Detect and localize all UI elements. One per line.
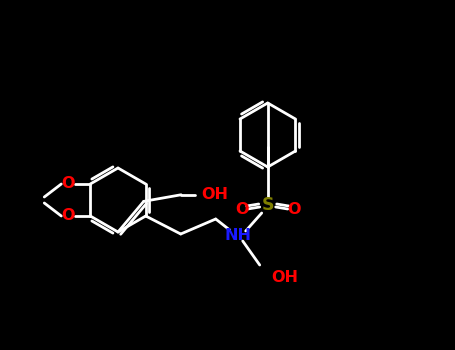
- Text: OH: OH: [272, 270, 299, 285]
- Text: S: S: [262, 196, 274, 214]
- Text: O: O: [287, 203, 300, 217]
- Text: OH: OH: [201, 187, 228, 202]
- Text: NH: NH: [224, 228, 251, 243]
- Text: O: O: [61, 176, 75, 191]
- Text: O: O: [61, 209, 75, 224]
- Text: O: O: [235, 203, 248, 217]
